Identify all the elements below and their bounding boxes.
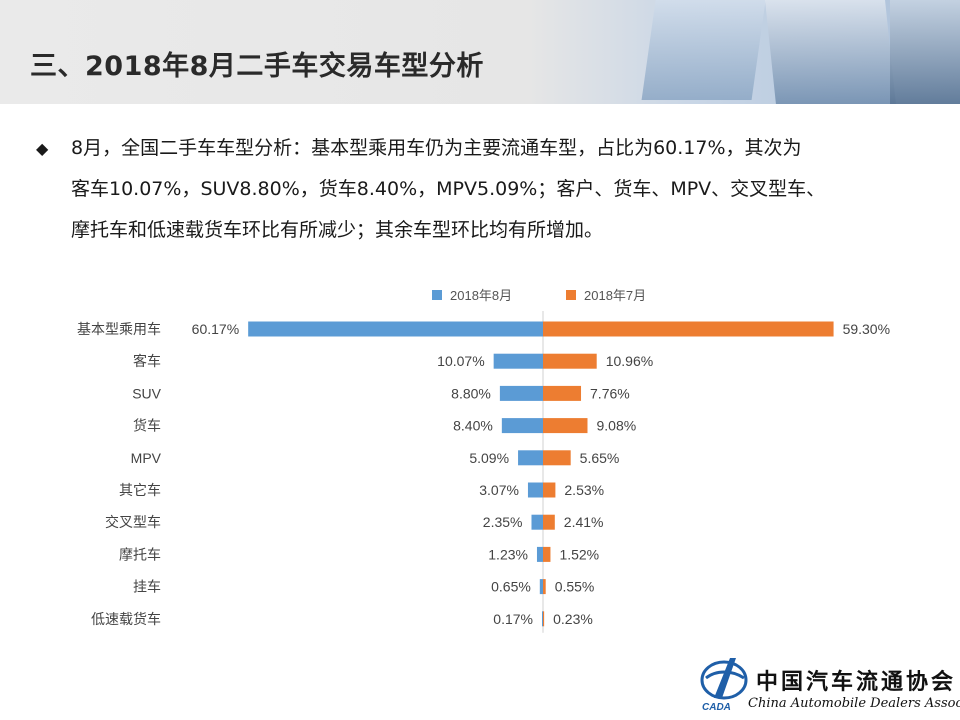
data-label-aug: 8.80%: [451, 385, 491, 401]
data-label-jul: 7.76%: [590, 385, 630, 401]
bar-aug: [518, 450, 543, 466]
bar-aug: [501, 418, 543, 434]
bar-aug: [531, 514, 543, 530]
logo-name-cn: 中国汽车流通协会: [756, 669, 957, 695]
bar-jul: [543, 353, 597, 369]
logo-name-en: China Automobile Dealers Association: [748, 696, 960, 711]
bar-jul: [543, 385, 582, 401]
category-label: 其它车: [119, 482, 161, 498]
bar-jul: [543, 546, 551, 562]
bar-jul: [543, 514, 555, 530]
data-label-jul: 2.41%: [564, 514, 604, 530]
legend-label-jul: 2018年7月: [584, 288, 646, 303]
summary-line: 8月，全国二手车车型分析：基本型乘用车仍为主要流通车型，占比为60.17%，其次…: [71, 137, 802, 159]
data-label-jul: 10.96%: [606, 353, 653, 369]
summary-text: ◆ 8月，全国二手车车型分析：基本型乘用车仍为主要流通车型，占比为60.17%，…: [36, 128, 916, 251]
cada-logo: CADA 中国汽车流通协会 China Automobile Dealers A…: [690, 650, 960, 720]
data-label-aug: 60.17%: [192, 321, 239, 337]
category-label: 交叉型车: [105, 514, 161, 530]
decorative-cube: [641, 0, 769, 100]
category-label: 货车: [133, 418, 161, 434]
summary-line: 摩托车和低速载货车环比有所减少；其余车型环比均有所增加。: [71, 219, 604, 241]
data-label-jul: 2.53%: [564, 482, 604, 498]
page-title: 三、2018年8月二手车交易车型分析: [30, 51, 484, 82]
data-label-jul: 1.52%: [559, 546, 599, 562]
category-label: MPV: [131, 450, 162, 466]
data-label-aug: 0.65%: [491, 579, 531, 595]
bar-jul: [543, 579, 546, 595]
data-label-jul: 9.08%: [596, 418, 636, 434]
bar-aug: [539, 579, 543, 595]
legend-swatch-jul: [566, 290, 576, 300]
data-label-aug: 8.40%: [453, 418, 493, 434]
data-label-aug: 2.35%: [483, 514, 523, 530]
category-label: 基本型乘用车: [77, 321, 161, 337]
decorative-cube: [890, 0, 960, 104]
data-label-aug: 0.17%: [493, 611, 533, 627]
svg-text:CADA: CADA: [702, 702, 731, 712]
diamond-bullet-icon: ◆: [36, 139, 49, 158]
bar-aug: [248, 321, 544, 337]
bar-jul: [543, 418, 588, 434]
category-label: SUV: [132, 385, 161, 401]
bar-jul: [543, 321, 834, 337]
bar-jul: [543, 482, 556, 498]
data-label-aug: 1.23%: [488, 546, 528, 562]
bar-aug: [536, 546, 543, 562]
category-label: 挂车: [133, 579, 161, 595]
legend-swatch-aug: [432, 290, 442, 300]
data-label-aug: 5.09%: [469, 450, 509, 466]
bar-jul: [543, 450, 571, 466]
bar-jul: [543, 611, 545, 627]
category-label: 低速载货车: [91, 611, 161, 627]
data-label-jul: 0.23%: [553, 611, 593, 627]
bar-aug: [499, 385, 543, 401]
data-label-aug: 3.07%: [479, 482, 519, 498]
summary-line: 客车10.07%，SUV8.80%，货车8.40%，MPV5.09%；客户、货车…: [71, 178, 826, 200]
data-label-jul: 0.55%: [555, 579, 595, 595]
data-label-jul: 59.30%: [843, 321, 890, 337]
category-label: 客车: [133, 353, 161, 369]
decorative-cube: [763, 0, 897, 104]
legend-label-aug: 2018年8月: [450, 288, 512, 303]
data-label-aug: 10.07%: [437, 353, 484, 369]
header-banner: 三、2018年8月二手车交易车型分析: [0, 0, 960, 104]
bar-aug: [493, 353, 543, 369]
data-label-jul: 5.65%: [580, 450, 620, 466]
bar-aug: [527, 482, 543, 498]
bar-aug: [542, 611, 543, 627]
cada-logo-icon: CADA: [700, 658, 748, 712]
category-label: 摩托车: [119, 546, 161, 562]
